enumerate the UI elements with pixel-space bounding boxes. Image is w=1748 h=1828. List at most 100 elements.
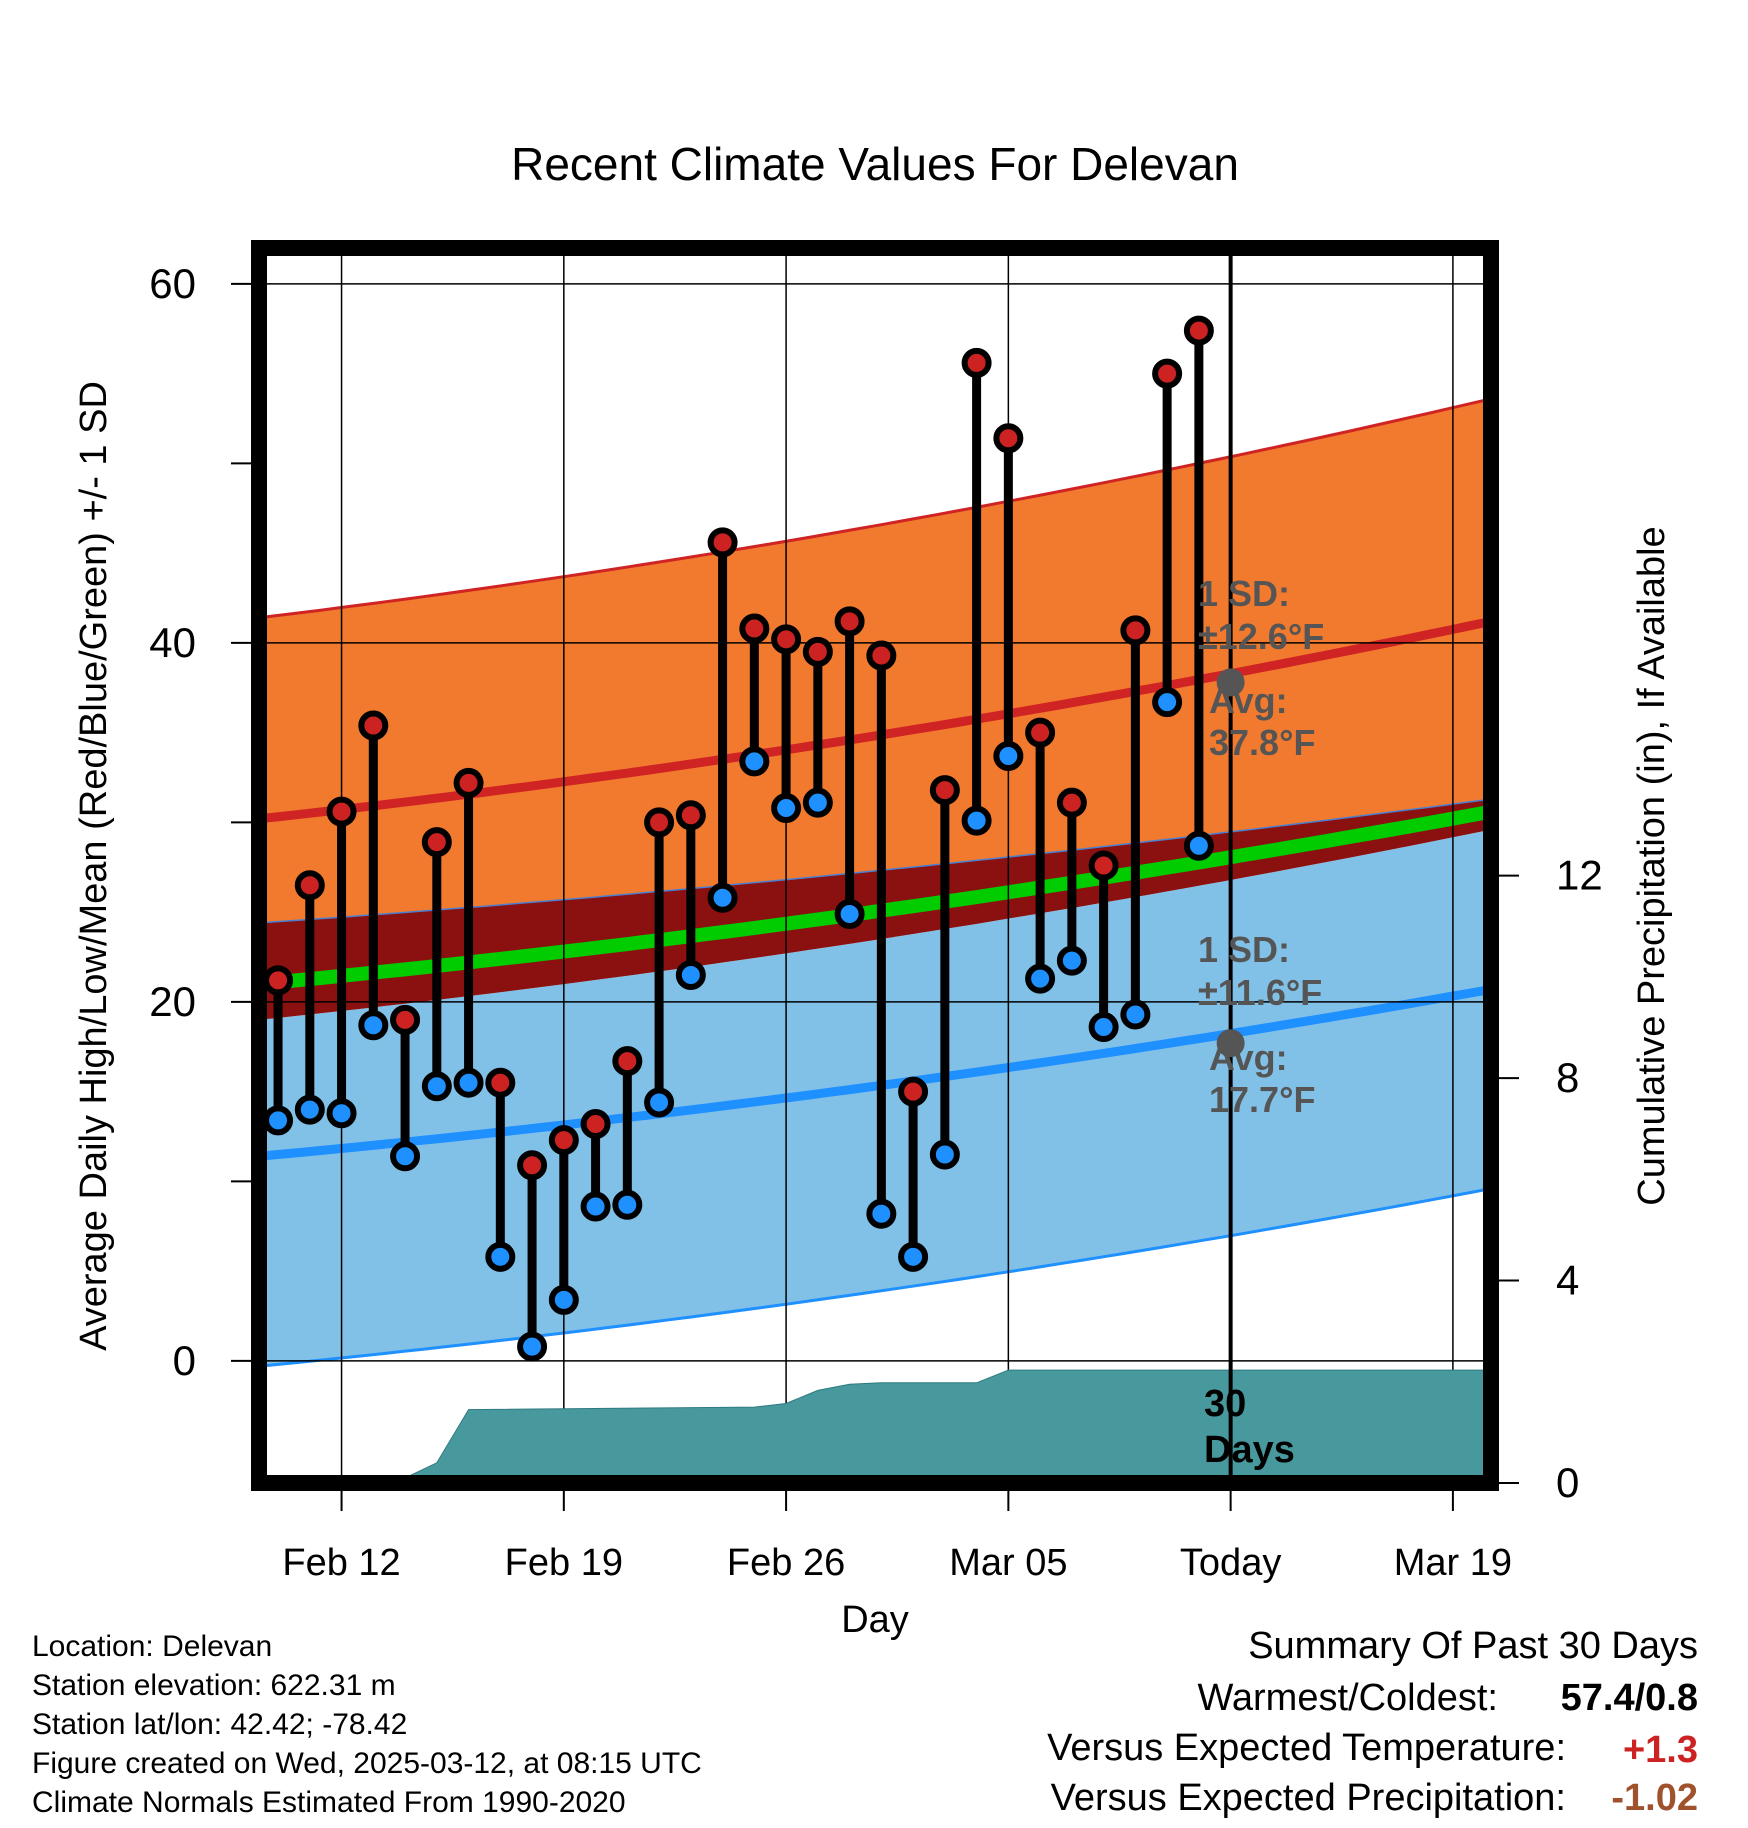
footer-normals: Climate Normals Estimated From 1990-2020 bbox=[32, 1786, 626, 1819]
daily-high-point bbox=[1152, 358, 1183, 389]
y2-tick-label: 8 bbox=[1556, 1054, 1579, 1101]
daily-low-point bbox=[485, 1241, 516, 1272]
right-axis: 0 4 8 12 bbox=[1499, 852, 1603, 1506]
summary-precip-value: -1.02 bbox=[1611, 1777, 1698, 1819]
high-avg-value: 37.8°F bbox=[1209, 722, 1315, 763]
daily-high-point bbox=[390, 1004, 421, 1035]
daily-low-point bbox=[263, 1105, 294, 1136]
daily-low-point bbox=[834, 898, 865, 929]
daily-low-point bbox=[1120, 999, 1151, 1030]
low-sd-value: ±11.6°F bbox=[1198, 972, 1322, 1013]
footer-created: Figure created on Wed, 2025-03-12, at 08… bbox=[32, 1747, 702, 1780]
period-days-word: Days bbox=[1204, 1429, 1295, 1471]
high-today-average-dot bbox=[1216, 668, 1245, 697]
left-axis: 0 20 40 60 bbox=[149, 260, 251, 1384]
daily-high-point bbox=[1088, 850, 1119, 881]
y-axis-label: Average Daily High/Low/Mean (Red/Blue/Gr… bbox=[73, 381, 115, 1351]
plot-area bbox=[259, 248, 1491, 1483]
high-avg-label: Avg: bbox=[1209, 680, 1288, 721]
daily-high-point bbox=[675, 800, 706, 831]
high-upper-sd-line bbox=[259, 397, 1491, 620]
daily-low-point bbox=[580, 1191, 611, 1222]
daily-low-point bbox=[612, 1189, 643, 1220]
daily-low-point bbox=[1183, 830, 1214, 861]
summary-precip-label: Versus Expected Precipitation: bbox=[1051, 1777, 1566, 1819]
daily-high-point bbox=[802, 636, 833, 667]
y-tick-label: 60 bbox=[149, 260, 196, 307]
bottom-axis: Feb 12 Feb 19 Feb 26 Mar 05 Today Mar 19 bbox=[282, 1491, 1512, 1584]
daily-high-point bbox=[929, 775, 960, 806]
daily-high-point bbox=[1056, 787, 1087, 818]
y2-tick-label: 12 bbox=[1556, 852, 1603, 899]
daily-high-point bbox=[1183, 315, 1214, 346]
daily-high-point bbox=[1120, 615, 1151, 646]
daily-high-point bbox=[771, 624, 802, 655]
y2-tick-label: 0 bbox=[1556, 1459, 1579, 1506]
daily-low-point bbox=[294, 1094, 325, 1125]
daily-low-point bbox=[517, 1331, 548, 1362]
x-tick-label: Today bbox=[1180, 1542, 1281, 1584]
daily-high-point bbox=[866, 640, 897, 671]
x-axis-label: Day bbox=[841, 1599, 909, 1641]
footer-latlon: Station lat/lon: 42.42; -78.42 bbox=[32, 1708, 407, 1741]
daily-high-point bbox=[898, 1076, 929, 1107]
summary-temp-label: Versus Expected Temperature: bbox=[1047, 1727, 1566, 1769]
daily-high-point bbox=[358, 710, 389, 741]
daily-low-point bbox=[358, 1010, 389, 1041]
low-avg-label: Avg: bbox=[1209, 1037, 1288, 1078]
daily-high-point bbox=[548, 1125, 579, 1156]
daily-high-point bbox=[294, 870, 325, 901]
summary-temp-value: +1.3 bbox=[1623, 1729, 1698, 1771]
daily-high-point bbox=[485, 1067, 516, 1098]
plot-frame bbox=[251, 240, 1499, 1491]
daily-high-point bbox=[453, 767, 484, 798]
daily-low-point bbox=[453, 1067, 484, 1098]
daily-high-point bbox=[326, 796, 357, 827]
daily-high-point bbox=[517, 1150, 548, 1181]
high-sd-value: ±12.6°F bbox=[1198, 616, 1324, 657]
y2-axis-label: Cumulative Precipitation (in), If Availa… bbox=[1631, 526, 1673, 1205]
daily-low-point bbox=[961, 805, 992, 836]
daily-low-point bbox=[929, 1139, 960, 1170]
daily-high-point bbox=[993, 423, 1024, 454]
daily-low-point bbox=[1056, 945, 1087, 976]
y-tick-label: 20 bbox=[149, 978, 196, 1025]
daily-high-point bbox=[961, 347, 992, 378]
chart-title: Recent Climate Values For Delevan bbox=[511, 138, 1239, 190]
daily-low-point bbox=[421, 1071, 452, 1102]
daily-high-point bbox=[421, 827, 452, 858]
low-sd-label: 1 SD: bbox=[1198, 929, 1290, 970]
cumulative-precipitation-area bbox=[259, 1369, 1491, 1483]
daily-low-point bbox=[1025, 963, 1056, 994]
y2-tick-label: 4 bbox=[1556, 1257, 1579, 1304]
period-days-number: 30 bbox=[1204, 1383, 1246, 1425]
daily-low-point bbox=[898, 1241, 929, 1272]
x-tick-label: Feb 26 bbox=[727, 1542, 845, 1584]
normal-low-line bbox=[259, 984, 1491, 1161]
x-tick-label: Mar 19 bbox=[1394, 1542, 1512, 1584]
daily-high-point bbox=[739, 613, 770, 644]
y-tick-label: 40 bbox=[149, 619, 196, 666]
daily-high-point bbox=[1025, 717, 1056, 748]
low-avg-value: 17.7°F bbox=[1209, 1079, 1315, 1120]
daily-high-point bbox=[263, 965, 294, 996]
daily-high-point bbox=[834, 606, 865, 637]
daily-high-point bbox=[612, 1046, 643, 1077]
daily-high-point bbox=[707, 527, 738, 558]
daily-low-point bbox=[1152, 687, 1183, 718]
daily-low-point bbox=[675, 959, 706, 990]
summary-title: Summary Of Past 30 Days bbox=[1248, 1625, 1698, 1667]
daily-low-point bbox=[993, 741, 1024, 772]
daily-low-point bbox=[326, 1098, 357, 1129]
daily-low-point bbox=[644, 1087, 675, 1118]
x-tick-label: Feb 12 bbox=[282, 1542, 400, 1584]
daily-low-point bbox=[390, 1141, 421, 1172]
low-lower-sd-line bbox=[259, 1187, 1491, 1368]
x-tick-label: Feb 19 bbox=[505, 1542, 623, 1584]
daily-low-point bbox=[771, 793, 802, 824]
daily-low-point bbox=[802, 787, 833, 818]
daily-low-point bbox=[707, 882, 738, 913]
summary-warm-cold-label: Warmest/Coldest: bbox=[1197, 1677, 1498, 1719]
daily-high-point bbox=[644, 807, 675, 838]
